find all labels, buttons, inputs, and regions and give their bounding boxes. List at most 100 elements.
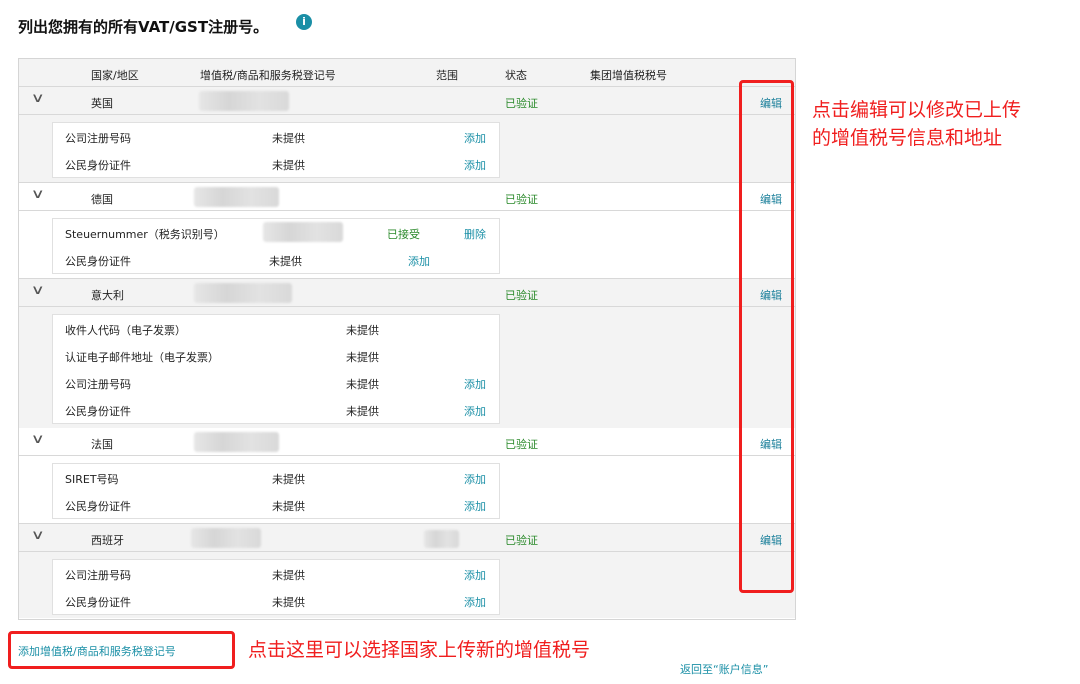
status-badge: 已验证 <box>505 438 538 451</box>
edit-highlight-box <box>739 80 794 593</box>
divider <box>19 278 795 279</box>
detail-value: 未提供 <box>346 351 379 364</box>
detail-label: 公司注册号码 <box>65 378 131 391</box>
country-name: 意大利 <box>91 289 124 302</box>
detail-value: 未提供 <box>346 405 379 418</box>
country-name: 英国 <box>91 97 113 110</box>
edit-button[interactable]: 编辑 <box>760 97 782 110</box>
country-row[interactable]: ∨ 英国 已验证 编辑 <box>19 87 795 115</box>
detail-label: Steuernummer（税务识别号） <box>65 228 225 241</box>
status-badge: 已验证 <box>505 193 538 206</box>
detail-value: 未提供 <box>272 569 305 582</box>
detail-label: 公民身份证件 <box>65 405 131 418</box>
country-name: 法国 <box>91 438 113 451</box>
detail-row: 公司注册号码 未提供 添加 <box>53 123 499 150</box>
col-group-vat: 集团增值税税号 <box>590 69 667 82</box>
detail-value: 未提供 <box>272 132 305 145</box>
redacted-vat-number <box>191 528 261 548</box>
chevron-down-icon[interactable]: ∨ <box>30 283 45 298</box>
edit-button[interactable]: 编辑 <box>760 289 782 302</box>
info-icon[interactable]: i <box>296 14 312 30</box>
redacted-vat-number <box>194 432 279 452</box>
detail-label: 公民身份证件 <box>65 596 131 609</box>
details-box: 公司注册号码 未提供 添加 公民身份证件 未提供 添加 <box>52 122 500 178</box>
status-badge: 已验证 <box>505 289 538 302</box>
col-country: 国家/地区 <box>91 69 139 82</box>
detail-value: 未提供 <box>272 596 305 609</box>
vat-table: 国家/地区 增值税/商品和服务税登记号 范围 状态 集团增值税税号 ∨ 英国 已… <box>18 58 796 620</box>
chevron-down-icon[interactable]: ∨ <box>30 432 45 447</box>
country-name: 德国 <box>91 193 113 206</box>
edit-button[interactable]: 编辑 <box>760 438 782 451</box>
detail-row: 公民身份证件 未提供 添加 <box>53 491 499 518</box>
divider <box>19 182 795 183</box>
country-row[interactable]: ∨ 意大利 已验证 编辑 <box>19 279 795 307</box>
detail-row: SIRET号码 未提供 添加 <box>53 464 499 491</box>
edit-button[interactable]: 编辑 <box>760 193 782 206</box>
details-box: 收件人代码（电子发票） 未提供 认证电子邮件地址（电子发票） 未提供 公司注册号码未… <box>52 314 500 424</box>
detail-value: 未提供 <box>272 500 305 513</box>
edit-annotation-line1: 点击编辑可以修改已上传 <box>812 99 1022 121</box>
detail-action-add[interactable]: 添加 <box>464 596 486 609</box>
page-title: 列出您拥有的所有VAT/GST注册号。 <box>18 18 269 36</box>
col-scope: 范围 <box>436 69 458 82</box>
detail-row: Steuernummer（税务识别号） 已接受 删除 <box>53 219 499 246</box>
detail-row: 认证电子邮件地址（电子发票） 未提供 <box>53 342 499 369</box>
edit-annotation-line2: 的增值税号信息和地址 <box>812 127 1003 149</box>
back-to-account-link[interactable]: 返回至“账户信息” <box>680 663 769 676</box>
chevron-down-icon[interactable]: ∨ <box>30 91 45 106</box>
country-section: ∨ 英国 已验证 编辑 公司注册号码 未提供 添加 公民身份证件 未提供 添加 <box>19 87 795 183</box>
add-highlight-box <box>8 631 235 669</box>
detail-value: 未提供 <box>346 378 379 391</box>
details-box: Steuernummer（税务识别号） 已接受 删除 公民身份证件 未提供 添加 <box>52 218 500 274</box>
redacted-scope <box>424 530 459 548</box>
details-box: 公司注册号码 未提供 添加 公民身份证件 未提供 添加 <box>52 559 500 615</box>
country-row[interactable]: ∨ 德国 已验证 编辑 <box>19 183 795 211</box>
detail-action-add[interactable]: 添加 <box>464 378 486 391</box>
details-box: SIRET号码 未提供 添加 公民身份证件 未提供 添加 <box>52 463 500 519</box>
add-vat-link[interactable]: 添加增值税/商品和服务税登记号 <box>18 645 176 658</box>
detail-value: 未提供 <box>272 473 305 486</box>
detail-row: 公司注册号码 未提供 添加 <box>53 369 499 396</box>
country-row[interactable]: ∨ 西班牙 已验证 编辑 <box>19 524 795 552</box>
detail-label: 收件人代码（电子发票） <box>65 324 186 337</box>
detail-label: 公民身份证件 <box>65 159 131 172</box>
status-badge: 已验证 <box>505 534 538 547</box>
country-section: ∨ 法国 已验证 编辑 SIRET号码 未提供 添加 公民身份证件 未提供 添加 <box>19 428 795 524</box>
status-badge: 已验证 <box>505 97 538 110</box>
divider <box>19 523 795 524</box>
detail-action-add[interactable]: 添加 <box>464 500 486 513</box>
detail-action-add[interactable]: 添加 <box>464 405 486 418</box>
detail-row: 公司注册号码 未提供 添加 <box>53 560 499 587</box>
redacted-vat-number <box>194 283 292 303</box>
detail-value: 未提供 <box>269 255 302 268</box>
detail-action-add[interactable]: 添加 <box>464 159 486 172</box>
detail-row: 公民身份证件 未提供 添加 <box>53 150 499 177</box>
chevron-down-icon[interactable]: ∨ <box>30 187 45 202</box>
detail-label: 认证电子邮件地址（电子发票） <box>65 351 219 364</box>
detail-action-add[interactable]: 添加 <box>464 132 486 145</box>
detail-action-delete[interactable]: 删除 <box>464 228 486 241</box>
edit-button[interactable]: 编辑 <box>760 534 782 547</box>
country-name: 西班牙 <box>91 534 124 547</box>
redacted-vat-number <box>194 187 279 207</box>
detail-row: 公民身份证件 未提供 添加 <box>53 396 499 423</box>
detail-label: 公司注册号码 <box>65 132 131 145</box>
chevron-down-icon[interactable]: ∨ <box>30 528 45 543</box>
detail-row: 公民身份证件 未提供 添加 <box>53 246 499 273</box>
detail-label: 公司注册号码 <box>65 569 131 582</box>
detail-label: SIRET号码 <box>65 473 119 486</box>
country-row[interactable]: ∨ 法国 已验证 编辑 <box>19 428 795 456</box>
detail-action-add[interactable]: 添加 <box>408 255 430 268</box>
country-section: ∨ 德国 已验证 编辑 Steuernummer（税务识别号） 已接受 删除 公民身… <box>19 183 795 279</box>
country-section: ∨ 意大利 已验证 编辑 收件人代码（电子发票） 未提供 认证电子邮件地址（电子发… <box>19 279 795 429</box>
table-header: 国家/地区 增值税/商品和服务税登记号 范围 状态 集团增值税税号 <box>19 59 795 87</box>
detail-value: 未提供 <box>272 159 305 172</box>
detail-state: 已接受 <box>387 228 420 241</box>
detail-action-add[interactable]: 添加 <box>464 569 486 582</box>
col-status: 状态 <box>505 69 527 82</box>
detail-row: 公民身份证件 未提供 添加 <box>53 587 499 614</box>
detail-action-add[interactable]: 添加 <box>464 473 486 486</box>
detail-value: 未提供 <box>346 324 379 337</box>
col-vat-number: 增值税/商品和服务税登记号 <box>200 69 336 82</box>
